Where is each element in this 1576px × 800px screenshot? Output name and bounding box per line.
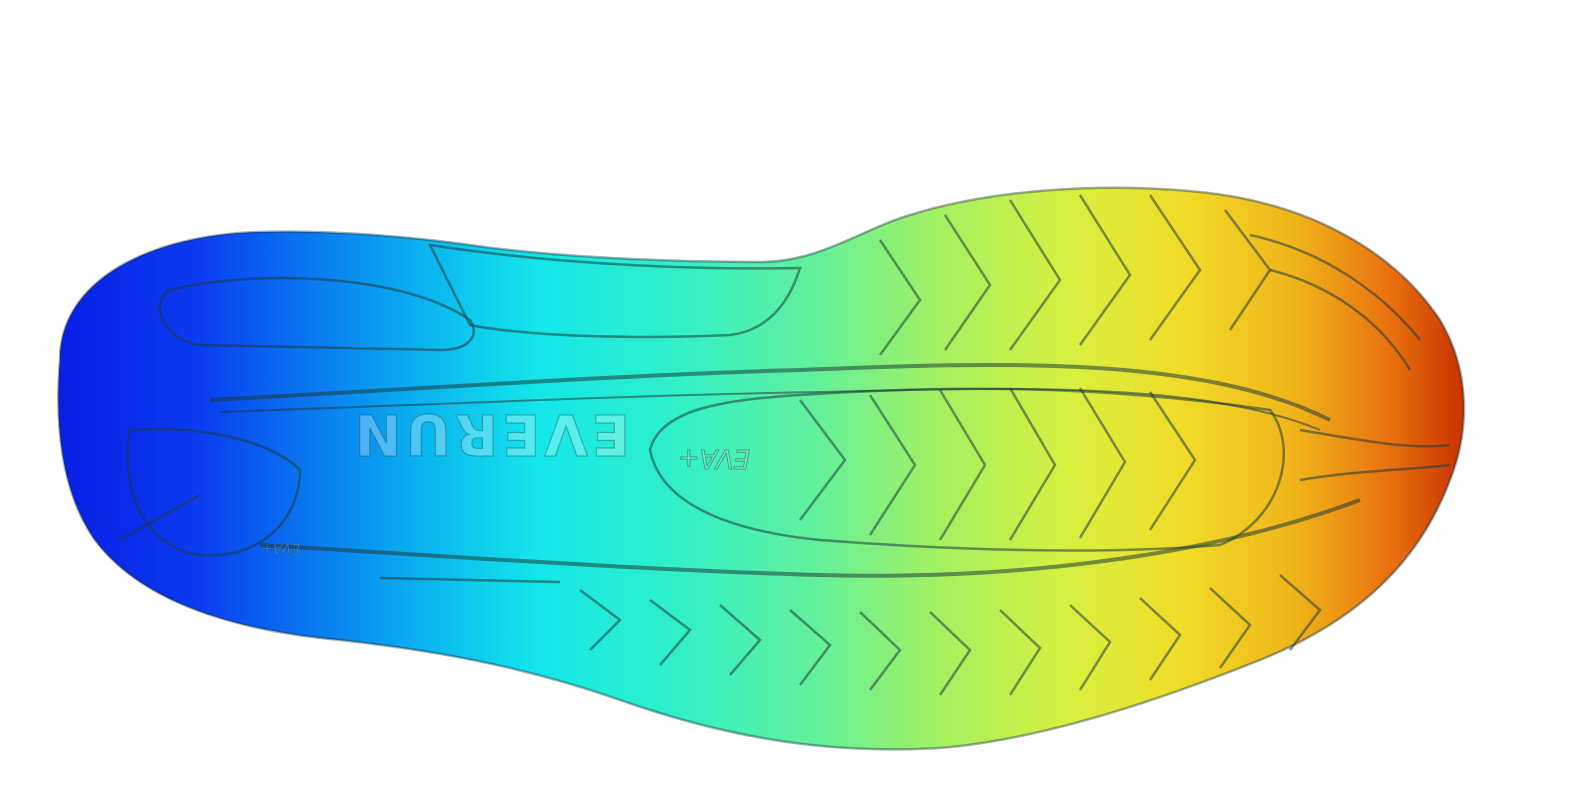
- midfoot-pod: [427, 243, 802, 339]
- chevron-11: [1078, 387, 1127, 539]
- chevron-3: [1008, 199, 1062, 351]
- chevron-12: [1148, 391, 1197, 531]
- lug-row: [579, 589, 622, 651]
- chevron-1: [878, 239, 922, 356]
- heel-pod-upper: [158, 276, 475, 352]
- chevron-7: [799, 399, 847, 521]
- chevron-8: [868, 394, 917, 536]
- chevron-5: [1148, 194, 1202, 341]
- chevron-2: [943, 214, 992, 351]
- heel-eva-mark: EVA+: [261, 540, 300, 556]
- center-groove: [209, 362, 1331, 422]
- tread-pattern: [57, 186, 1466, 751]
- midfoot-eva-mark: EVA+: [678, 443, 750, 473]
- eva-island: [648, 387, 1285, 552]
- heel-pod-lower: [126, 427, 302, 557]
- wordmark-everun: EVERUN: [351, 401, 630, 466]
- chevron-4: [1078, 194, 1132, 346]
- chevron-10: [1008, 387, 1057, 541]
- chevron-9: [938, 389, 987, 541]
